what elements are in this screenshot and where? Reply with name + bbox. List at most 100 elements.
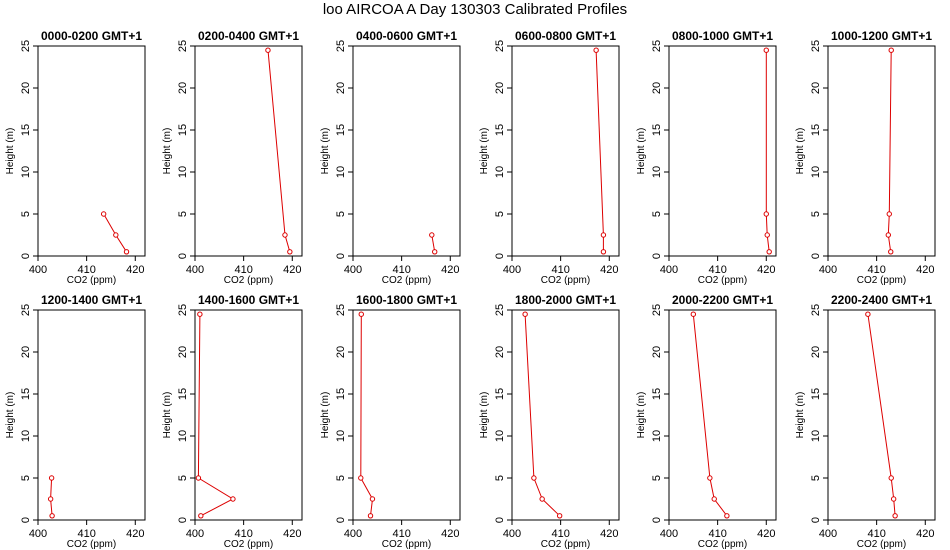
data-point — [600, 232, 607, 238]
x-tick-label: 410 — [392, 264, 410, 276]
panel: 1600-1800 GMT+1 400 410 420 0 5 10 15 20 25 CO2 (p… — [320, 293, 461, 550]
y-tick-label: 10 — [335, 166, 347, 178]
y-tick-label: 5 — [651, 211, 663, 217]
plot-frame — [37, 309, 146, 521]
x-tick-label: 410 — [234, 528, 252, 540]
x-axis-label: CO2 (ppm) — [382, 539, 431, 550]
y-tick-label: 25 — [494, 40, 506, 52]
y-tick-label: 25 — [651, 304, 663, 316]
data-point — [888, 47, 894, 53]
y-axis-label: Height (m) — [636, 128, 647, 175]
series-line — [887, 50, 892, 252]
y-tick-label: 0 — [177, 253, 189, 259]
y-tick-label: 15 — [494, 388, 506, 400]
series-line — [595, 50, 604, 252]
x-axis-label: CO2 (ppm) — [698, 539, 747, 550]
data-point — [429, 232, 435, 238]
series-line — [524, 314, 561, 517]
data-point — [707, 475, 713, 481]
data-point — [522, 311, 528, 317]
y-tick-label: 10 — [651, 430, 663, 442]
x-tick-label: 420 — [441, 264, 459, 276]
y-tick-label: 0 — [494, 517, 506, 523]
y-axis-label: Height (m) — [320, 128, 331, 175]
data-point — [763, 47, 769, 53]
x-axis-label: CO2 (ppm) — [67, 275, 116, 286]
y-tick-label: 10 — [177, 430, 189, 442]
y-tick-label: 25 — [20, 40, 32, 52]
y-tick-label: 15 — [20, 388, 32, 400]
panel: 1000-1200 GMT+1 400 410 420 0 5 10 15 20 25 CO2 (p… — [795, 29, 936, 286]
data-point — [432, 249, 438, 255]
panel: 1800-2000 GMT+1 400 410 420 0 5 10 15 20 25 CO2 (p… — [479, 293, 620, 550]
y-tick-label: 15 — [335, 388, 347, 400]
y-tick-label: 10 — [810, 430, 822, 442]
data-point — [113, 232, 119, 238]
x-tick-label: 400 — [344, 264, 362, 276]
panel: 0000-0200 GMT+1 400 410 420 0 5 10 15 20 25 CO2 (p… — [5, 29, 146, 286]
data-point — [724, 513, 730, 519]
y-tick-label: 10 — [810, 166, 822, 178]
y-axis-label: Height (m) — [795, 392, 806, 439]
y-tick-label: 0 — [177, 517, 189, 523]
panel-title: 0200-0400 GMT+1 — [198, 29, 299, 43]
x-tick-label: 410 — [708, 264, 726, 276]
y-tick-label: 15 — [810, 124, 822, 136]
x-tick-label: 410 — [551, 264, 569, 276]
series-line — [267, 50, 291, 252]
panel: 0800-1000 GMT+1 400 410 420 0 5 10 15 20 25 CO2 (p… — [636, 29, 777, 286]
y-tick-label: 5 — [651, 475, 663, 481]
y-axis-label: Height (m) — [795, 128, 806, 175]
data-point — [865, 311, 871, 317]
data-point — [48, 475, 55, 481]
series-line — [867, 314, 896, 516]
data-point — [600, 249, 607, 255]
y-axis-label: Height (m) — [479, 128, 490, 175]
data-point — [358, 311, 364, 317]
x-tick-label: 400 — [503, 264, 521, 276]
y-tick-label: 10 — [20, 430, 32, 442]
plot-frame — [511, 45, 620, 257]
y-tick-label: 25 — [335, 40, 347, 52]
x-tick-label: 420 — [757, 264, 775, 276]
x-tick-label: 400 — [660, 528, 678, 540]
y-tick-label: 15 — [651, 388, 663, 400]
y-tick-label: 25 — [810, 40, 822, 52]
panel: 1200-1400 GMT+1 400 410 420 0 5 10 15 20 25 CO2 (p… — [5, 293, 146, 550]
data-point — [886, 211, 892, 217]
x-tick-label: 420 — [283, 264, 301, 276]
y-tick-label: 5 — [494, 475, 506, 481]
x-axis-label: CO2 (ppm) — [224, 539, 273, 550]
series-line — [765, 50, 770, 252]
y-tick-label: 5 — [20, 475, 32, 481]
x-tick-label: 410 — [708, 528, 726, 540]
data-point — [890, 496, 897, 502]
data-point — [47, 496, 54, 502]
x-tick-label: 420 — [916, 528, 934, 540]
panel: 0200-0400 GMT+1 400 410 420 0 5 10 15 20 25 CO2 (p… — [162, 29, 303, 286]
x-tick-label: 410 — [77, 264, 95, 276]
y-tick-label: 20 — [810, 82, 822, 94]
panel-title: 1000-1200 GMT+1 — [831, 29, 932, 43]
y-tick-label: 15 — [335, 124, 347, 136]
y-tick-label: 15 — [810, 388, 822, 400]
y-tick-label: 5 — [810, 211, 822, 217]
y-tick-label: 25 — [810, 304, 822, 316]
panel: 0600-0800 GMT+1 400 410 420 0 5 10 15 20 25 CO2 (p… — [479, 29, 620, 286]
y-tick-label: 25 — [335, 304, 347, 316]
data-point — [369, 496, 376, 502]
panel-title: 0800-1000 GMT+1 — [672, 29, 773, 43]
x-tick-label: 420 — [600, 528, 618, 540]
x-tick-label: 400 — [29, 528, 47, 540]
x-tick-label: 400 — [660, 264, 678, 276]
x-axis-label: CO2 (ppm) — [224, 275, 273, 286]
data-point — [763, 211, 769, 217]
y-tick-label: 20 — [651, 346, 663, 358]
x-tick-label: 410 — [234, 264, 252, 276]
y-tick-label: 10 — [651, 166, 663, 178]
y-tick-label: 5 — [177, 211, 189, 217]
y-tick-label: 20 — [177, 82, 189, 94]
y-tick-label: 5 — [494, 211, 506, 217]
x-tick-label: 420 — [757, 528, 775, 540]
